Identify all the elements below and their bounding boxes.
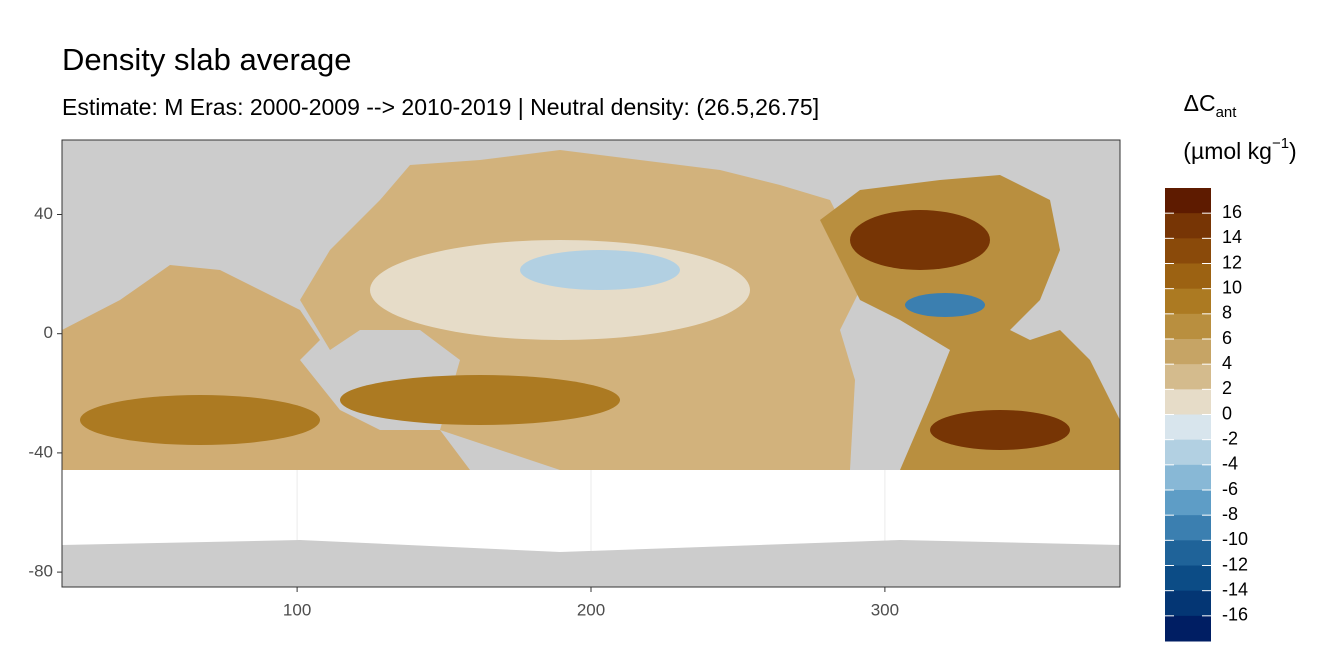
colorbar-bin: [1165, 389, 1211, 415]
colorbar-bin: [1165, 464, 1211, 491]
colorbar-bin: [1165, 414, 1211, 441]
dark-patch: [80, 395, 320, 445]
colorbar-label: 8: [1222, 303, 1232, 323]
antarctica: [62, 540, 1120, 587]
x-tick-label: 300: [871, 600, 899, 619]
legend-title-sub: ant: [1216, 104, 1238, 121]
colorbar-label: 14: [1222, 227, 1242, 247]
colorbar-bin: [1165, 339, 1211, 365]
colorbar-bin: [1165, 188, 1211, 214]
colorbar-label: -10: [1222, 529, 1248, 549]
dark-patch: [930, 410, 1070, 450]
colorbar-bin: [1165, 590, 1211, 617]
colorbar-label: -2: [1222, 428, 1238, 448]
y-tick-label: 0: [44, 323, 53, 342]
colorbar-label: -16: [1222, 605, 1248, 625]
colorbar-label: -4: [1222, 454, 1238, 474]
colorbar-bin: [1165, 439, 1211, 466]
x-tick-label: 100: [283, 600, 311, 619]
colorbar-bin: [1165, 288, 1211, 315]
y-tick-label: -80: [28, 562, 53, 581]
colorbar-label: -14: [1222, 579, 1248, 599]
colorbar-bin: [1165, 540, 1211, 566]
panel: [61, 139, 1121, 588]
colorbar-bin: [1165, 565, 1211, 592]
legend-unit: (µmol kg−1): [1183, 135, 1296, 164]
legend-unit-main: (µmol kg: [1183, 138, 1272, 164]
colorbar-label: -8: [1222, 504, 1238, 524]
colorbar-label: 6: [1222, 328, 1232, 348]
y-tick-label: -40: [28, 442, 53, 461]
x-tick-label: 200: [577, 600, 605, 619]
colorbar-bin: [1165, 364, 1211, 390]
colorbar-bin: [1165, 515, 1211, 541]
chart-title: Density slab average: [62, 42, 352, 77]
blue-patch: [905, 293, 985, 317]
colorbar-bin: [1165, 490, 1211, 516]
legend-title: ΔCant: [1184, 90, 1238, 121]
colorbar-bin: [1165, 213, 1211, 239]
colorbar-label: 2: [1222, 378, 1232, 398]
colorbar-label: 4: [1222, 353, 1232, 373]
colorbar-label: -12: [1222, 554, 1248, 574]
colorbar-bin: [1165, 263, 1211, 290]
dark-patch: [850, 210, 990, 270]
blue-patch: [520, 250, 680, 290]
colorbar-label: 16: [1222, 202, 1242, 222]
legend-title-main: ΔC: [1184, 90, 1216, 116]
colorbar-label: -6: [1222, 479, 1238, 499]
colorbar-bin: [1165, 238, 1211, 264]
colorbar-label: 0: [1222, 403, 1232, 423]
legend-unit-sup: −1: [1272, 135, 1289, 152]
colorbar-label: 10: [1222, 277, 1242, 297]
dark-patch: [340, 375, 620, 425]
colorbar-label: 12: [1222, 252, 1242, 272]
legend-unit-close: ): [1289, 138, 1297, 164]
colorbar-bin: [1165, 615, 1211, 642]
map: [62, 140, 1120, 587]
y-tick-label: 40: [34, 204, 53, 223]
chart-subtitle: Estimate: M Eras: 2000-2009 --> 2010-201…: [62, 94, 819, 120]
colorbar-bin: [1165, 313, 1211, 340]
